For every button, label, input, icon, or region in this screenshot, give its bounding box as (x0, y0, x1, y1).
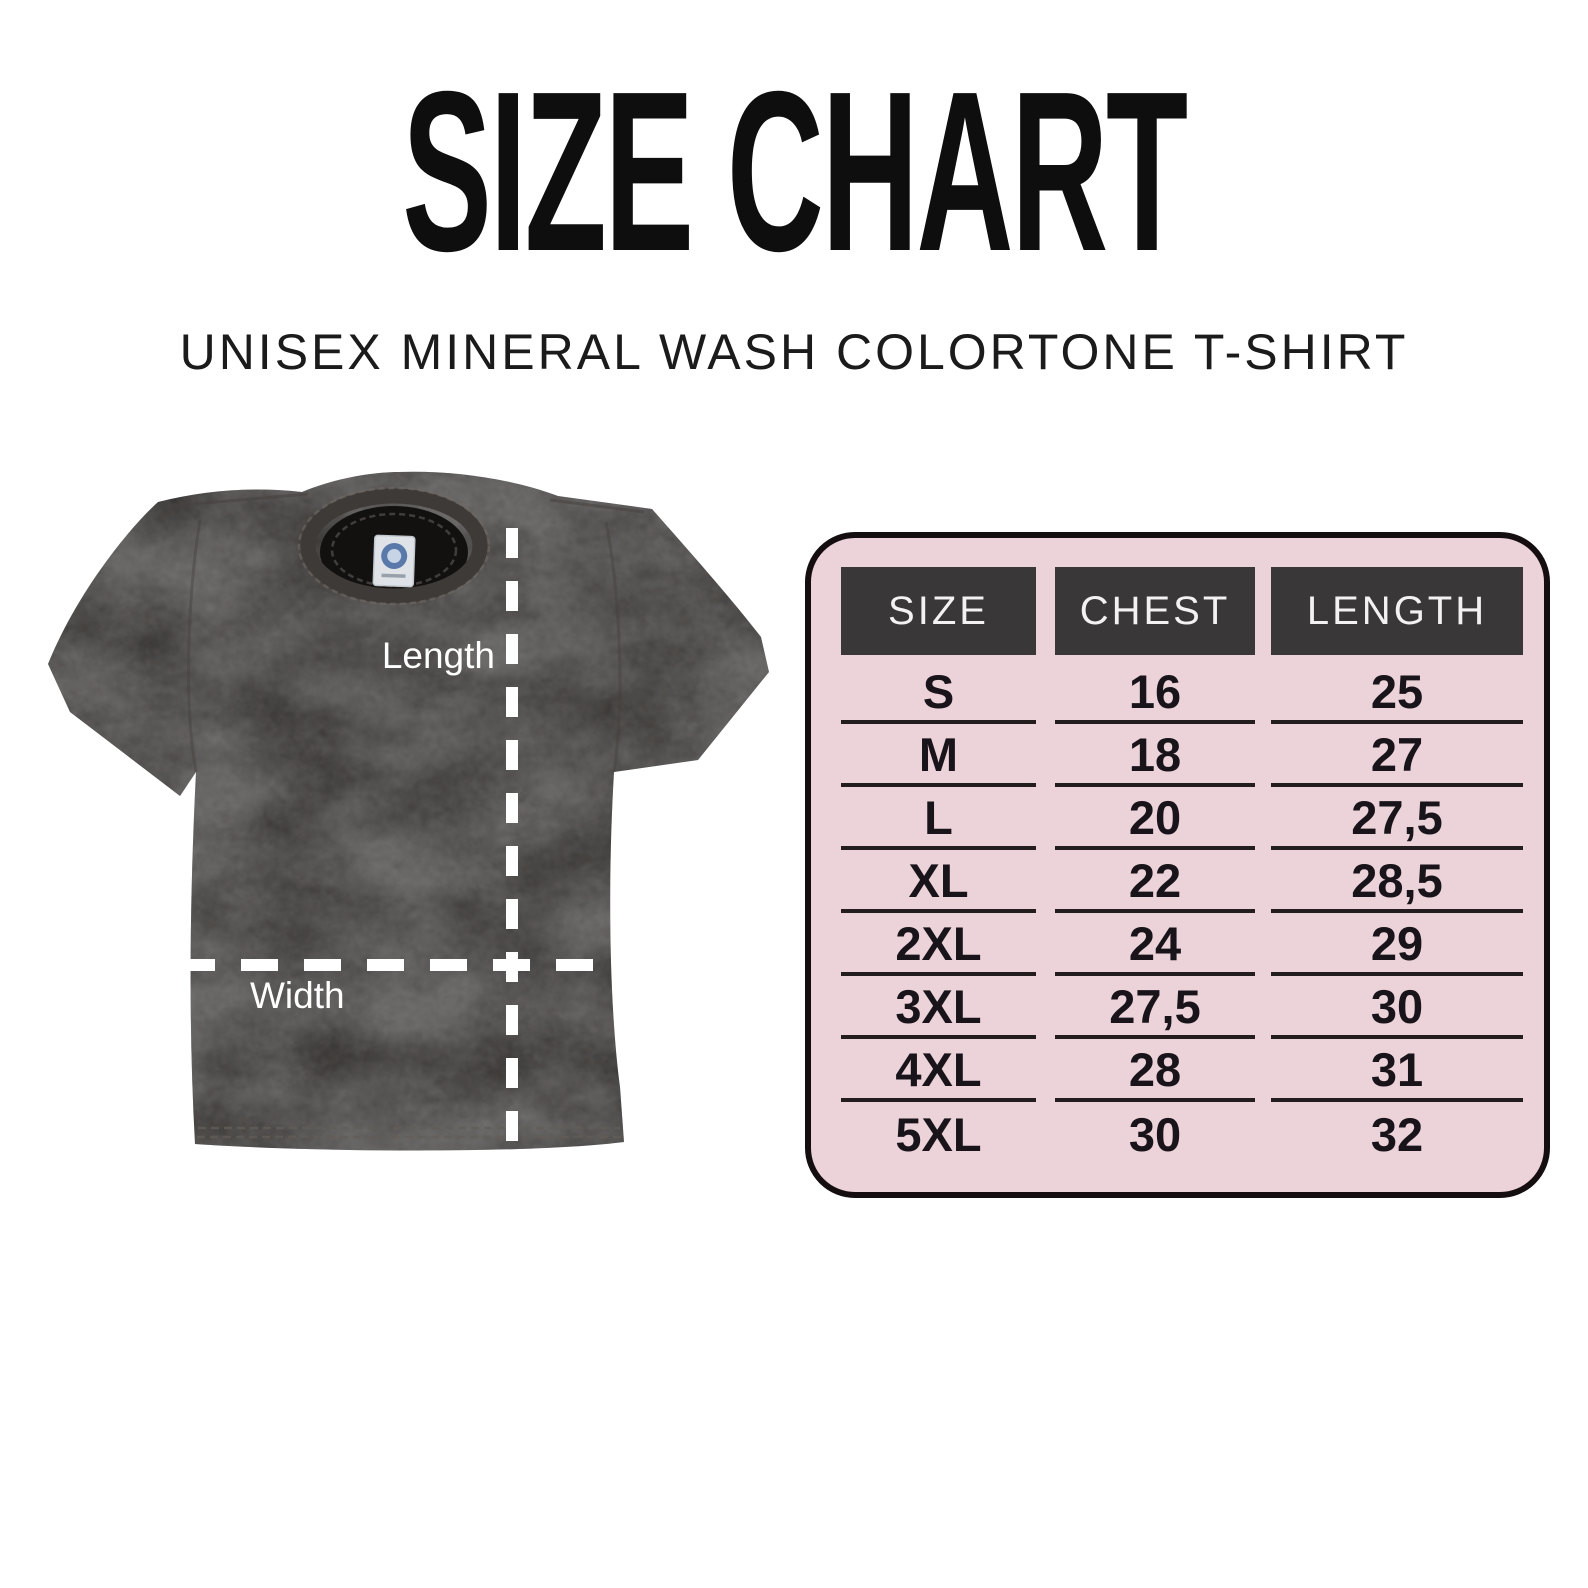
table-cell: 30 (1128, 1108, 1182, 1161)
table-cell: 28 (1055, 1039, 1255, 1102)
table-cell: 24 (1055, 913, 1255, 976)
table-cell: XL (841, 850, 1036, 913)
table-cell: 27,5 (1271, 787, 1523, 850)
collar-stitching-inner (330, 512, 458, 588)
width-label: Width (250, 975, 345, 1016)
chest-column-cells: 16 18 20 22 24 27,5 28 30 (1055, 661, 1255, 1165)
table-cell: L (841, 787, 1036, 850)
table-cell: 16 (1055, 661, 1255, 724)
table-cell: 18 (1055, 724, 1255, 787)
shoulder-seam-left (169, 492, 309, 508)
table-cell: 3XL (841, 976, 1036, 1039)
collar-band (300, 488, 488, 604)
table-cell: M (841, 724, 1036, 787)
table-cell: 4XL (841, 1039, 1036, 1102)
sleeve-seam-right (604, 521, 622, 773)
size-column: SIZE S M L XL 2XL 3XL 4XL 5XL (841, 567, 1036, 1165)
chest-column: CHEST 16 18 20 22 24 27,5 28 30 (1055, 567, 1255, 1165)
table-cell: 31 (1271, 1039, 1523, 1102)
chest-column-header: CHEST (1055, 567, 1255, 655)
table-cell: 20 (1055, 787, 1255, 850)
collar-stitching-outer (297, 486, 491, 606)
page-subtitle: UNISEX MINERAL WASH COLORTONE T-SHIRT (179, 324, 1409, 380)
length-column: LENGTH 25 27 27,5 28,5 29 30 31 32 (1271, 567, 1523, 1165)
table-cell: 22 (1055, 850, 1255, 913)
size-column-header: SIZE (841, 567, 1036, 655)
tshirt-diagram: Length Width (48, 471, 769, 1151)
table-cell: 28,5 (1271, 850, 1523, 913)
table-cell: 29 (1271, 913, 1523, 976)
page-title: SIZE CHART (402, 45, 1188, 299)
shoulder-seam-right (549, 498, 645, 514)
length-column-header: LENGTH (1271, 567, 1523, 655)
table-cell: 2XL (841, 913, 1036, 976)
sleeve-seam-left (186, 519, 202, 773)
length-column-cells: 25 27 27,5 28,5 29 30 31 32 (1271, 661, 1523, 1165)
table-cell: 27,5 (1055, 976, 1255, 1039)
size-column-cells: S M L XL 2XL 3XL 4XL 5XL (841, 661, 1036, 1165)
table-cell: 32 (1370, 1108, 1424, 1161)
table-cell: 30 (1271, 976, 1523, 1039)
neck-tag-icon (372, 534, 416, 588)
table-cell: S (841, 661, 1036, 724)
size-chart-table: SIZE S M L XL 2XL 3XL 4XL 5XL CHEST 16 18 20 22 24 2… (805, 532, 1550, 1198)
length-label: Length (382, 635, 495, 676)
table-cell: 27 (1271, 724, 1523, 787)
table-cell: 5XL (895, 1108, 982, 1161)
table-cell: 25 (1271, 661, 1523, 724)
masthead: SIZE CHART (0, 45, 1588, 299)
